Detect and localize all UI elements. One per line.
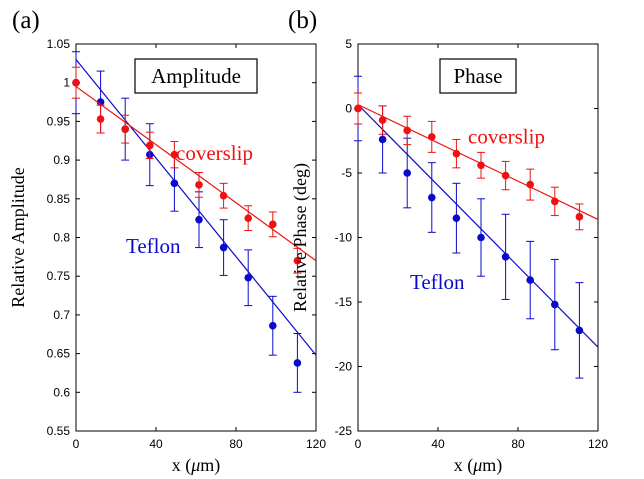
chart-title: Phase (454, 64, 503, 88)
y-tick-label: -10 (335, 231, 353, 245)
x-tick-label: 80 (229, 437, 243, 451)
data-point (170, 179, 179, 188)
data-point (195, 215, 203, 224)
series-teflon (354, 75, 599, 379)
x-tick-label: 40 (149, 437, 163, 451)
y-tick-label: -25 (335, 424, 353, 438)
data-point (354, 104, 362, 113)
data-point (244, 273, 252, 282)
x-axis-label-suffix: m) (482, 455, 502, 476)
x-axis-label-unit: μ (190, 455, 200, 475)
y-tick-label: 0.7 (53, 308, 70, 322)
series-teflon (72, 51, 317, 393)
fit-line (357, 104, 599, 348)
data-point (96, 98, 105, 106)
x-tick-label: 120 (588, 437, 608, 451)
y-tick-label: -15 (335, 295, 353, 309)
data-point (293, 359, 302, 367)
data-point (195, 181, 203, 189)
panel-label: (a) (12, 7, 40, 34)
y-tick-label: 0.85 (47, 192, 71, 206)
data-point (575, 326, 584, 335)
data-point (477, 161, 485, 170)
y-tick-label: 5 (345, 37, 352, 51)
y-tick-label: 1 (63, 76, 70, 90)
y-axis-label: Relative Amplitude (8, 167, 28, 307)
axes-frame (75, 43, 317, 432)
series-coverslip (72, 66, 317, 274)
data-point (378, 116, 387, 124)
x-axis-label-prefix: x ( (172, 455, 192, 476)
data-point (219, 191, 228, 200)
x-tick-label: 40 (431, 437, 445, 451)
y-tick-label: 0.95 (47, 114, 71, 128)
series-label-teflon: Teflon (126, 234, 181, 258)
y-tick-label: -20 (335, 360, 353, 374)
y-tick-label: 0.55 (47, 424, 71, 438)
x-axis-label: x (μm) (454, 455, 503, 476)
data-point (269, 321, 277, 330)
data-point (575, 213, 584, 221)
data-point (526, 276, 534, 284)
data-point (269, 220, 277, 229)
data-point (403, 169, 412, 177)
series-label-coverslip: coverslip (176, 141, 253, 165)
title-box (439, 58, 517, 94)
data-point (378, 135, 387, 144)
data-point (428, 133, 436, 141)
y-tick-label: 0.75 (47, 269, 71, 283)
data-point (244, 214, 252, 222)
data-point (96, 115, 105, 123)
y-tick-label: 0.9 (53, 153, 70, 167)
panel-label: (b) (288, 7, 317, 34)
x-tick-label: 0 (355, 437, 362, 451)
y-axis-label: Relative Phase (deg) (290, 163, 311, 312)
x-axis-label-suffix: m) (200, 455, 220, 476)
data-point (293, 256, 302, 265)
y-tick-label: -5 (341, 166, 352, 180)
fit-line (357, 104, 599, 220)
y-tick-label: 0.8 (53, 231, 70, 245)
data-point (219, 243, 228, 252)
panel-phase: (b) 0 40 80 120 -25 -20 -15 -10 -5 0 5 x (μm) Relativ… (288, 7, 608, 476)
y-tick-label: 0.6 (53, 385, 70, 399)
y-tick-label: 0.65 (47, 347, 71, 361)
series-label-teflon: Teflon (410, 270, 465, 294)
y-tick-label: 1.05 (47, 37, 71, 51)
data-point (170, 150, 179, 159)
data-point (72, 78, 80, 87)
data-point (403, 126, 412, 135)
data-point (526, 180, 534, 189)
data-point (501, 171, 510, 180)
y-tick-label: 0 (345, 102, 352, 116)
chart-title: Amplitude (151, 64, 241, 88)
fit-line (75, 59, 317, 356)
data-point (428, 193, 436, 202)
x-axis-label-prefix: x ( (454, 455, 474, 476)
series-label-coverslip: coverslip (468, 124, 545, 148)
data-point (452, 214, 461, 222)
x-tick-label: 120 (306, 437, 326, 451)
data-point (452, 149, 461, 158)
data-point (477, 233, 485, 242)
panel-amplitude: (a) 0 40 80 120 0.55 0.6 0.65 0.7 0.75 0.8 0.85 0.9 0… (8, 7, 326, 476)
x-axis-label-unit: μ (472, 455, 482, 475)
data-point (551, 197, 559, 206)
data-point (121, 125, 129, 133)
series-coverslip (354, 92, 599, 231)
title-box (134, 58, 258, 94)
data-point (551, 300, 559, 309)
x-tick-label: 0 (73, 437, 80, 451)
x-axis-label: x (μm) (172, 455, 221, 476)
data-point (501, 253, 510, 261)
data-point (146, 141, 154, 150)
x-tick-label: 80 (511, 437, 525, 451)
fit-line (75, 86, 317, 262)
